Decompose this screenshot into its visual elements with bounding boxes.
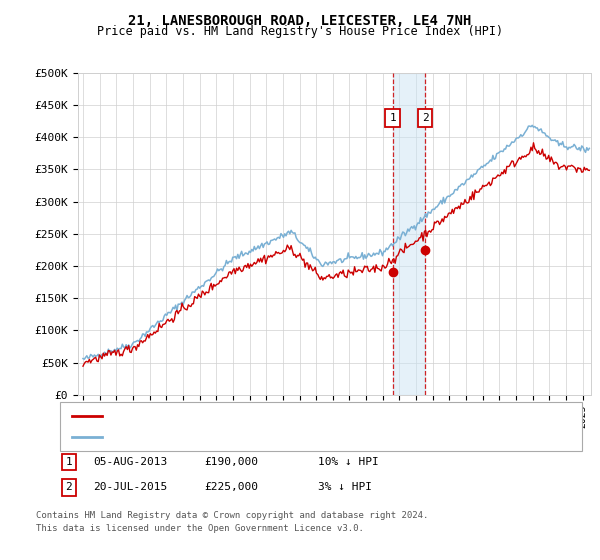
Text: Contains HM Land Registry data © Crown copyright and database right 2024.: Contains HM Land Registry data © Crown c… [36, 511, 428, 520]
Text: 3% ↓ HPI: 3% ↓ HPI [318, 482, 372, 492]
Text: This data is licensed under the Open Government Licence v3.0.: This data is licensed under the Open Gov… [36, 524, 364, 533]
Text: 1: 1 [65, 457, 73, 467]
Text: 10% ↓ HPI: 10% ↓ HPI [318, 457, 379, 467]
Text: 1: 1 [389, 113, 396, 123]
Text: 20-JUL-2015: 20-JUL-2015 [93, 482, 167, 492]
Text: 21, LANESBOROUGH ROAD, LEICESTER, LE4 7NH (detached house): 21, LANESBOROUGH ROAD, LEICESTER, LE4 7N… [111, 411, 473, 421]
Text: HPI: Average price, detached house, Leicester: HPI: Average price, detached house, Leic… [111, 432, 392, 442]
Text: £190,000: £190,000 [204, 457, 258, 467]
Text: Price paid vs. HM Land Registry's House Price Index (HPI): Price paid vs. HM Land Registry's House … [97, 25, 503, 38]
Text: 2: 2 [65, 482, 73, 492]
Text: 05-AUG-2013: 05-AUG-2013 [93, 457, 167, 467]
Text: 21, LANESBOROUGH ROAD, LEICESTER, LE4 7NH: 21, LANESBOROUGH ROAD, LEICESTER, LE4 7N… [128, 14, 472, 28]
Bar [392, 73, 425, 395]
Text: £225,000: £225,000 [204, 482, 258, 492]
Text: 2: 2 [422, 113, 428, 123]
